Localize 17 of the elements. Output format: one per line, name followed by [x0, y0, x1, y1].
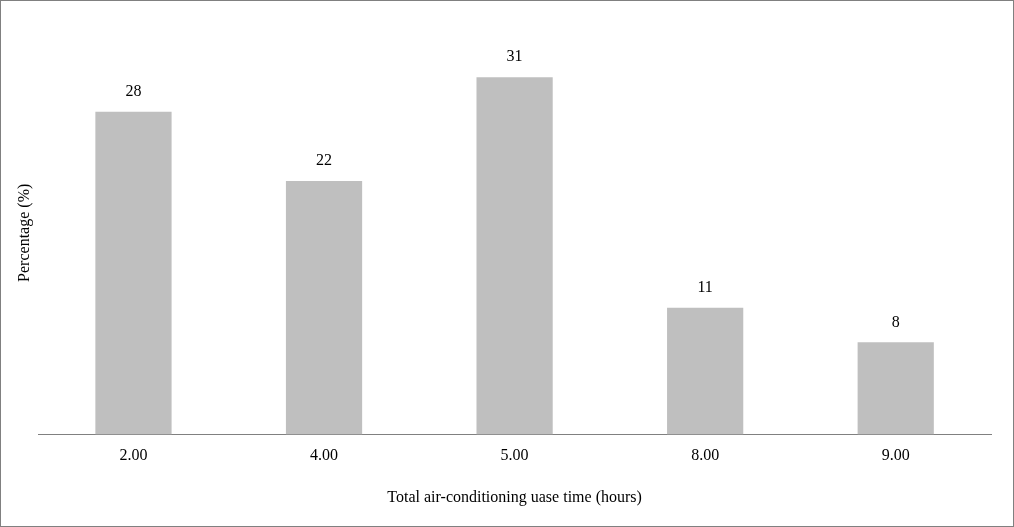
data-label: 31 [506, 47, 523, 65]
y-axis-title: Percentage (%) [14, 183, 33, 282]
x-tick-label: 4.00 [310, 446, 339, 464]
x-tick-label: 8.00 [691, 446, 720, 464]
bar [476, 77, 553, 435]
data-label: 28 [125, 81, 142, 99]
bar [95, 111, 172, 435]
x-tick-label: 5.00 [500, 446, 529, 464]
data-label: 8 [891, 312, 900, 330]
bar [285, 180, 363, 435]
bar [667, 307, 744, 435]
x-tick-label: 2.00 [119, 446, 148, 464]
x-axis-title: Total air-conditioning uase time (hours) [387, 487, 642, 506]
x-tick-label: 9.00 [881, 446, 910, 464]
bar [857, 342, 934, 435]
data-label: 22 [316, 151, 333, 169]
data-label: 11 [697, 277, 713, 295]
